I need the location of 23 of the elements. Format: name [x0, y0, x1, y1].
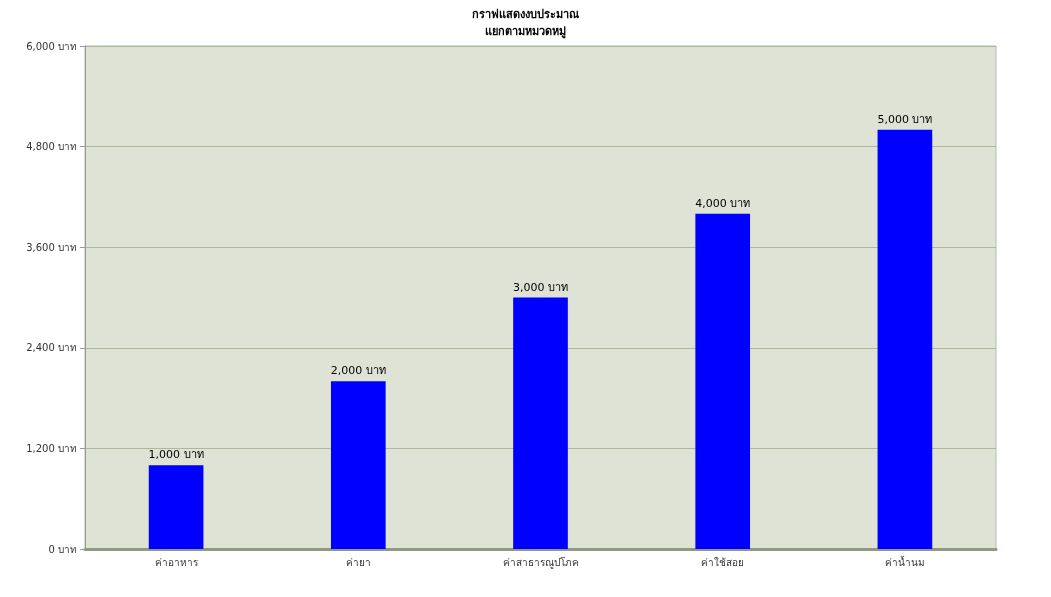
y-tick-label: 2,400 บาท: [26, 342, 77, 354]
data-label: 1,000 บาท: [148, 448, 204, 462]
bar: [148, 465, 204, 549]
x-tick-label: ค่าอาหาร: [154, 556, 199, 568]
chart-subtitle: แยกตามหมวดหมู่: [485, 25, 566, 39]
data-label: 2,000 บาท: [330, 364, 386, 378]
y-tick-label: 4,800 บาท: [26, 141, 77, 153]
y-tick-label: 1,200 บาท: [26, 442, 77, 454]
data-label: 5,000 บาท: [877, 112, 933, 126]
data-label: 4,000 บาท: [695, 196, 751, 210]
bar: [695, 213, 751, 549]
x-tick-label: ค่าสาธารณูปโภค: [502, 555, 579, 569]
x-tick-label: ค่ายา: [345, 556, 371, 568]
bar: [877, 129, 933, 549]
x-tick-label: ค่าน้ำนม: [884, 554, 925, 568]
bar: [330, 381, 386, 549]
y-tick-label: 0 บาท: [48, 543, 77, 555]
y-tick-label: 6,000 บาท: [26, 40, 77, 52]
x-tick-label: ค่าใช้สอย: [701, 556, 745, 568]
bar: [513, 297, 568, 549]
data-label: 3,000 บาท: [513, 280, 568, 294]
y-tick-label: 3,600 บาท: [26, 241, 77, 253]
chart-title: กราฟแสดงงบประมาณ: [472, 8, 580, 21]
